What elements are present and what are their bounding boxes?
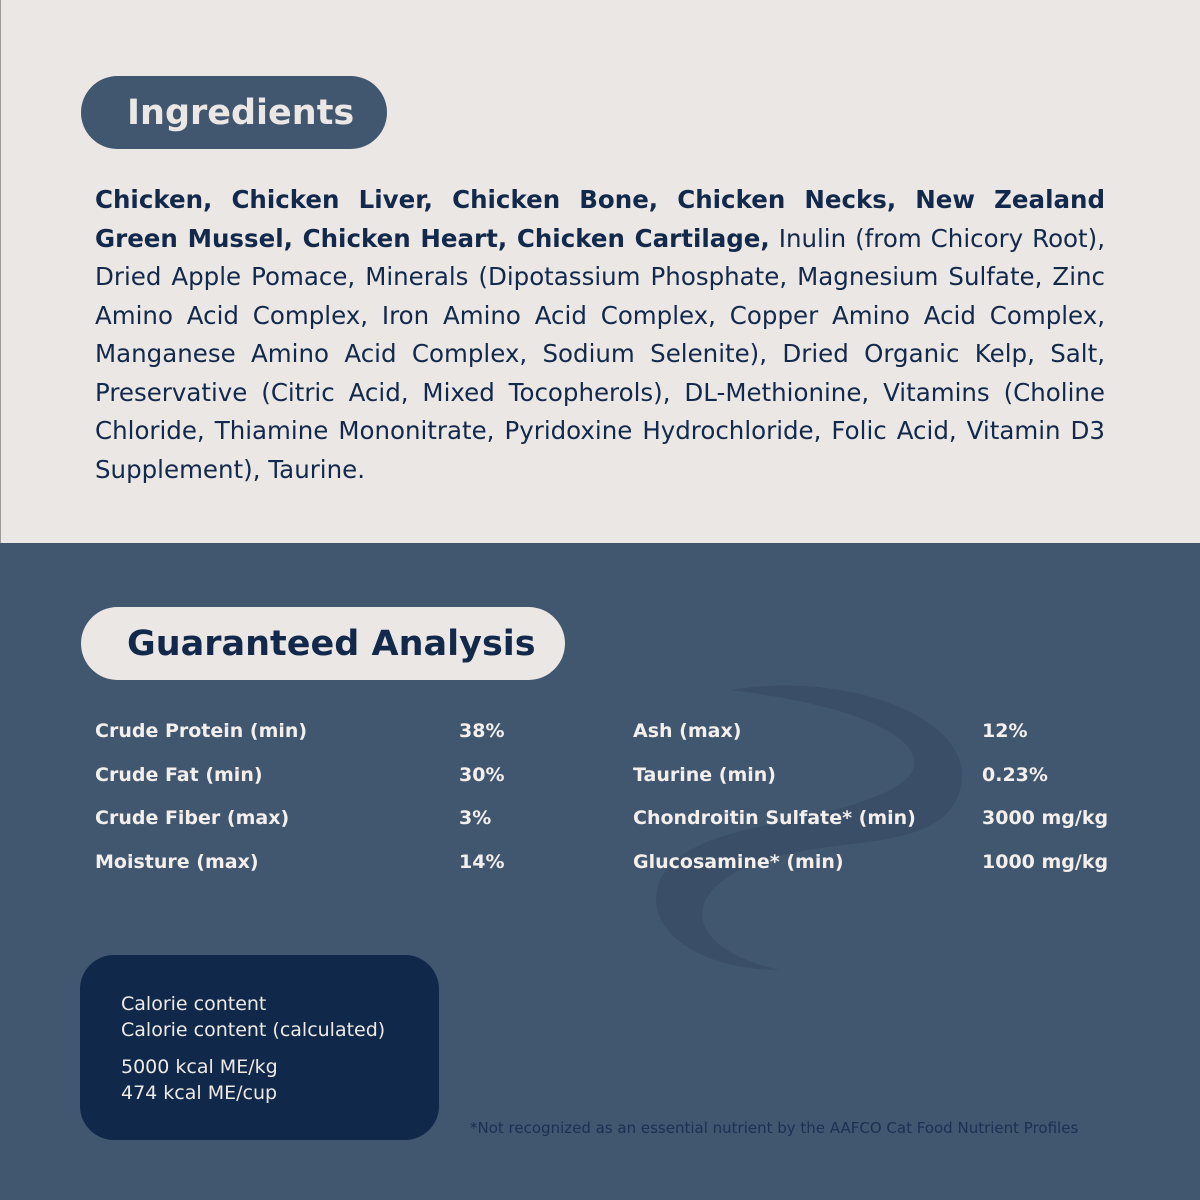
analysis-label: Ash (max): [633, 720, 742, 742]
analysis-value: 3000 mg/kg: [982, 807, 1109, 829]
calorie-per-cup: 474 kcal ME/cup: [121, 1082, 278, 1104]
calorie-calculated-label: Calorie content (calculated): [121, 1019, 386, 1041]
calorie-box: Calorie content Calorie content (calcula…: [80, 955, 439, 1140]
analysis-heading: Guaranteed Analysis: [81, 607, 565, 680]
analysis-value: 1000 mg/kg: [982, 851, 1109, 873]
analysis-label: Crude Fat (min): [95, 764, 263, 786]
analysis-value: 38%: [459, 720, 505, 742]
analysis-value: 3%: [459, 807, 492, 829]
analysis-label: Glucosamine* (min): [633, 851, 844, 873]
calorie-label: Calorie content: [121, 993, 267, 1015]
ingredients-main: Chicken, Chicken Liver, Chicken Bone, Ch…: [95, 185, 1105, 253]
footnote: *Not recognized as an essential nutrient…: [470, 1119, 1079, 1137]
wave-watermark-icon: [656, 685, 963, 970]
ingredients-list: Chicken, Chicken Liver, Chicken Bone, Ch…: [95, 181, 1105, 489]
analysis-value: 30%: [459, 764, 505, 786]
analysis-label: Taurine (min): [633, 764, 776, 786]
analysis-label: Crude Fiber (max): [95, 807, 290, 829]
analysis-value: 12%: [982, 720, 1028, 742]
calorie-per-kg: 5000 kcal ME/kg: [121, 1056, 278, 1078]
analysis-label: Chondroitin Sulfate* (min): [633, 807, 916, 829]
analysis-value: 0.23%: [982, 764, 1048, 786]
analysis-value: 14%: [459, 851, 505, 873]
analysis-label: Crude Protein (min): [95, 720, 308, 742]
ingredients-other: Inulin (from Chicory Root), Dried Apple …: [95, 223, 1105, 484]
ingredients-heading: Ingredients: [81, 76, 387, 149]
analysis-label: Moisture (max): [95, 851, 259, 873]
